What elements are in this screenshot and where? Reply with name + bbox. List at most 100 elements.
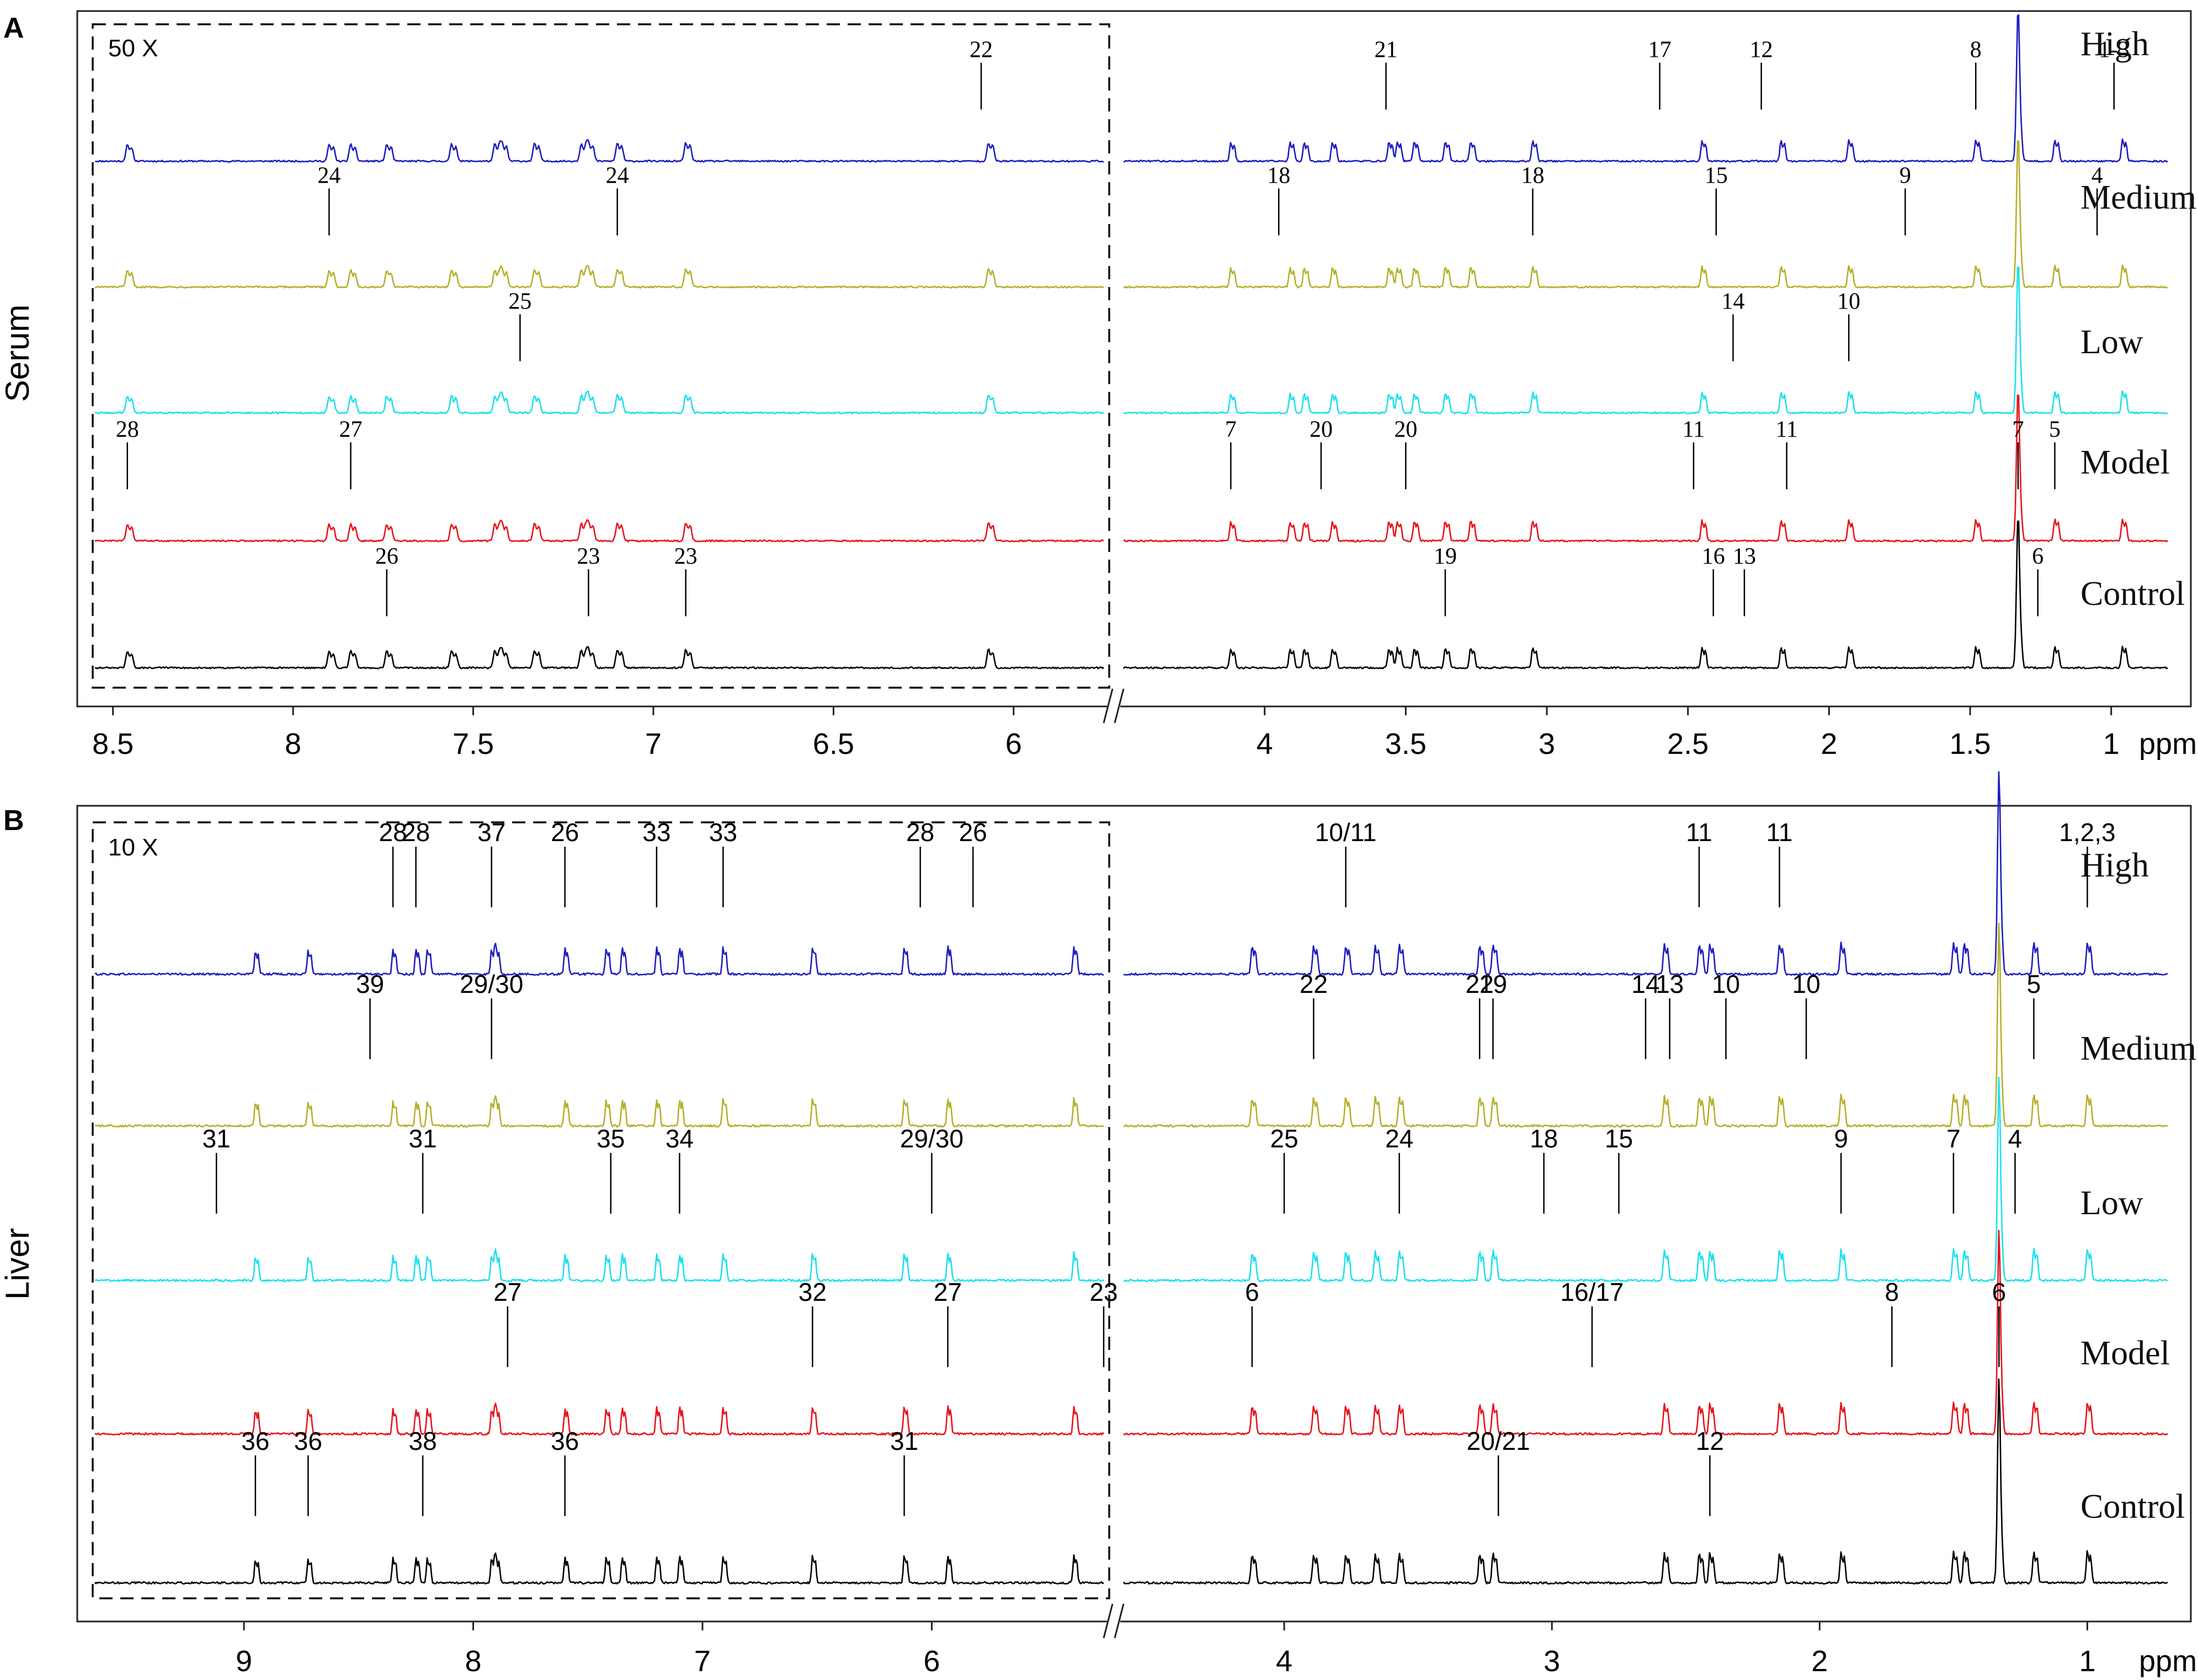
annotation-label: 6: [1245, 1278, 1259, 1306]
x-tick-label: 3.5: [1385, 727, 1427, 761]
spectrum-trace-control: [94, 646, 1104, 669]
x-tick-label: 7: [645, 727, 662, 761]
annotation-label: 33: [642, 818, 670, 847]
annotation-label: 28: [379, 818, 407, 847]
x-tick-label: 4: [1257, 727, 1273, 761]
annotation-label: 11: [1775, 417, 1797, 443]
spectrum-trace-model: [1123, 1230, 2168, 1436]
annotation-label: 16: [1702, 544, 1725, 570]
group-label-model: Model: [2080, 1335, 2170, 1372]
annotation-label: 10: [1712, 970, 1740, 998]
annotation-label: 17: [1648, 38, 1672, 63]
spectrum-trace-control: [94, 1552, 1104, 1585]
x-tick-label: 1: [2079, 1645, 2095, 1678]
x-tick-label: 3: [1539, 727, 1555, 761]
annotation-label: 23: [674, 544, 698, 570]
annotation-label: 26: [959, 818, 987, 847]
annotation-label: 18: [1530, 1124, 1558, 1153]
annotation-label: 7: [1946, 1124, 1961, 1153]
annotation-label: 32: [799, 1278, 827, 1306]
panel-b-letter: B: [3, 805, 24, 837]
spectrum-trace-medium: [1123, 922, 2168, 1128]
annotation-label: 35: [597, 1124, 625, 1153]
x-tick-label: 1: [2103, 727, 2120, 761]
annotation-label: 28: [402, 818, 430, 847]
spectrum-trace-control: [1122, 520, 2168, 669]
annotation-label: 24: [317, 163, 340, 189]
annotation-label: 23: [577, 544, 600, 570]
annotation-label: 11: [1766, 818, 1793, 847]
group-label-control: Control: [2080, 575, 2185, 613]
panel-b-tissue-label: Liver: [0, 1228, 36, 1300]
annotation-label: 28: [116, 417, 139, 443]
panel-a-traces: [94, 14, 2168, 669]
spectrum-trace-low: [1123, 1076, 2168, 1283]
annotation-label: 11: [1683, 417, 1705, 443]
annotation-label: 9: [1834, 1124, 1848, 1153]
spectrum-trace-medium: [94, 265, 1104, 289]
spectrum-trace-high: [1123, 771, 2168, 976]
panel-a: A Serum 50 X ppm 8.5 8 7.5 7 6.5 6 4 3.5 3 2.5 2 1.…: [0, 10, 2197, 761]
annotation-label: 22: [970, 38, 993, 63]
annotation-label: 28: [906, 818, 934, 847]
annotation-label: 6: [1992, 1278, 2007, 1306]
annotation-label: 7: [1225, 417, 1237, 443]
annotation-label: 9: [1899, 163, 1911, 189]
axis-break-mark: [1114, 1603, 1125, 1639]
annotation-label: 37: [477, 818, 505, 847]
panel-b-zoom-box: [92, 821, 1110, 1599]
annotation-label: 1-3: [2099, 38, 2130, 63]
annotation-label: 1,2,3: [2059, 818, 2115, 847]
group-label-low: Low: [2080, 1184, 2143, 1222]
annotation-label: 38: [409, 1427, 437, 1455]
annotation-label: 29/30: [900, 1124, 964, 1153]
group-label-high: High: [2080, 25, 2149, 63]
annotation-label: 39: [356, 970, 384, 998]
annotation-label: 26: [551, 818, 579, 847]
annotation-label: 29/30: [460, 970, 523, 998]
axis-break-mark: [1103, 1603, 1114, 1639]
annotation-label: 5: [2027, 970, 2041, 998]
annotation-label: 10: [1837, 289, 1860, 315]
x-tick-label: 2: [1811, 1645, 1828, 1678]
x-tick-label: 8: [465, 1645, 481, 1678]
group-label-medium: Medium: [2080, 1030, 2196, 1067]
annotation-label: 14: [1722, 289, 1745, 315]
axis-break-mark: [1114, 688, 1125, 724]
annotation-label: 4: [2008, 1124, 2023, 1153]
annotation-label: 20: [1310, 417, 1333, 443]
spectrum-trace-low: [1123, 266, 2168, 414]
annotation-label: 14: [1631, 970, 1659, 998]
x-tick-label: 6.5: [813, 727, 854, 761]
annotation-label: 12: [1750, 38, 1773, 63]
annotation-label: 8: [1970, 38, 1982, 63]
annotation-label: 18: [1267, 163, 1290, 189]
spectrum-trace-low: [94, 390, 1104, 414]
annotation-label: 18: [1521, 163, 1544, 189]
annotation-label: 5: [2049, 417, 2061, 443]
annotation-label: 25: [508, 289, 531, 315]
panel-b-scale-label: 10 X: [108, 834, 158, 861]
annotation-label: 31: [203, 1124, 231, 1153]
annotation-label: 6: [2032, 544, 2043, 570]
annotation-label: 20: [1394, 417, 1417, 443]
annotation-label: 13: [1656, 970, 1684, 998]
spectrum-trace-model: [1123, 395, 2168, 543]
annotation-label: 33: [709, 818, 737, 847]
spectrum-trace-low: [94, 1248, 1104, 1283]
annotation-label: 23: [1089, 1278, 1117, 1306]
annotation-label: 36: [294, 1427, 322, 1455]
panel-a-letter: A: [3, 12, 24, 44]
panel-b-group-labels: High Medium Low Model Control: [2080, 847, 2196, 1525]
annotation-label: 20/21: [1467, 1427, 1530, 1455]
x-tick-label: 9: [236, 1645, 252, 1678]
x-tick-label: 8.5: [92, 727, 134, 761]
panel-b-ticks: 9 8 7 6 4 3 2 1: [236, 1603, 2095, 1678]
annotation-label: 16/17: [1560, 1278, 1624, 1306]
annotation-label: 25: [1270, 1124, 1298, 1153]
x-tick-label: 6: [1005, 727, 1022, 761]
